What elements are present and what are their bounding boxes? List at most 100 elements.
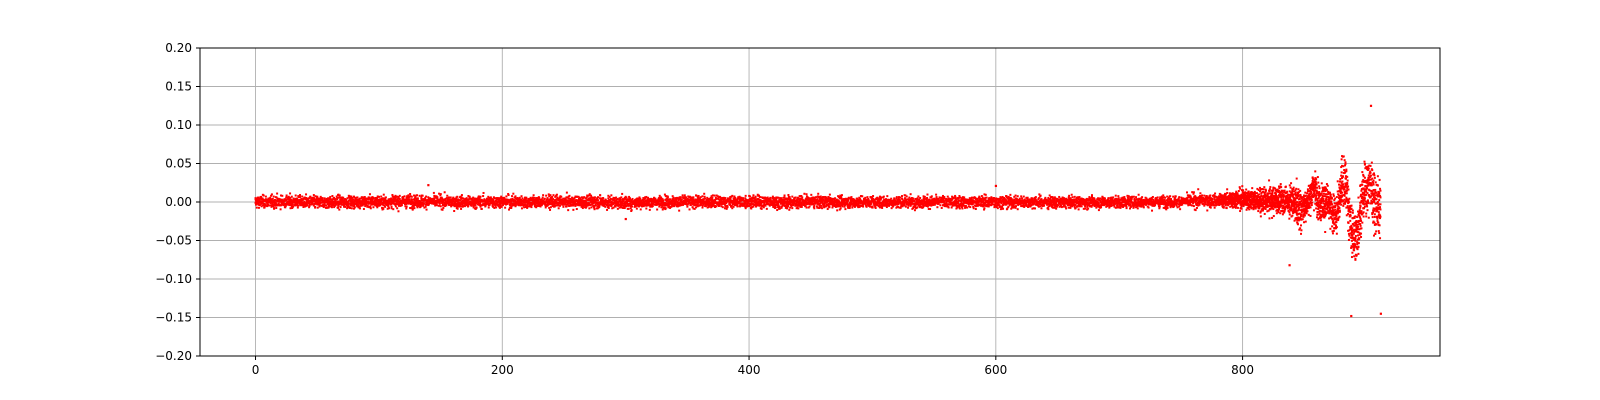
data-point bbox=[876, 204, 879, 207]
data-point bbox=[684, 203, 687, 206]
data-point bbox=[492, 199, 495, 202]
data-point bbox=[291, 203, 294, 206]
data-point bbox=[561, 201, 564, 204]
data-point bbox=[688, 195, 691, 198]
data-point bbox=[304, 205, 307, 208]
data-point bbox=[290, 205, 293, 208]
data-point bbox=[257, 206, 260, 209]
data-point bbox=[323, 203, 326, 206]
data-point bbox=[893, 197, 896, 200]
data-point bbox=[467, 194, 470, 197]
data-point bbox=[497, 200, 500, 203]
data-point bbox=[284, 206, 287, 209]
data-point bbox=[562, 203, 565, 206]
data-point bbox=[737, 196, 740, 199]
data-point bbox=[384, 196, 387, 199]
data-point bbox=[449, 203, 452, 206]
data-point bbox=[412, 198, 415, 201]
data-point bbox=[813, 204, 816, 207]
data-point bbox=[344, 205, 347, 208]
data-point bbox=[565, 205, 568, 208]
data-point bbox=[704, 197, 707, 200]
data-points bbox=[254, 104, 1382, 318]
data-point bbox=[897, 196, 900, 199]
data-point bbox=[732, 199, 735, 202]
data-point bbox=[368, 196, 371, 199]
data-point bbox=[967, 200, 970, 203]
data-point bbox=[616, 207, 619, 210]
data-point bbox=[312, 194, 315, 197]
data-point bbox=[419, 200, 422, 203]
data-point bbox=[607, 197, 610, 200]
data-point bbox=[754, 196, 757, 199]
data-point bbox=[880, 196, 883, 199]
data-point bbox=[321, 197, 324, 200]
data-point bbox=[921, 199, 924, 202]
data-point bbox=[288, 197, 291, 200]
data-point bbox=[379, 204, 382, 207]
data-point bbox=[581, 207, 584, 210]
data-point bbox=[499, 202, 502, 205]
data-point bbox=[477, 201, 480, 204]
data-point bbox=[300, 199, 303, 202]
data-point bbox=[384, 205, 387, 208]
data-point bbox=[314, 195, 317, 198]
data-point bbox=[819, 195, 822, 198]
data-point bbox=[889, 203, 892, 206]
data-point bbox=[825, 196, 828, 199]
data-point bbox=[474, 207, 477, 210]
data-point bbox=[894, 199, 897, 202]
data-point bbox=[849, 204, 852, 207]
data-point bbox=[963, 196, 966, 199]
data-point bbox=[606, 208, 609, 211]
data-point bbox=[301, 195, 304, 198]
data-point bbox=[460, 202, 463, 205]
data-point bbox=[568, 194, 571, 197]
data-point bbox=[739, 205, 742, 208]
data-point bbox=[895, 206, 898, 209]
data-point bbox=[647, 202, 650, 205]
data-point bbox=[666, 196, 669, 199]
data-point bbox=[629, 202, 632, 205]
data-point bbox=[379, 202, 382, 205]
data-point bbox=[330, 203, 333, 206]
data-point bbox=[818, 206, 821, 209]
data-point bbox=[337, 204, 340, 207]
data-point bbox=[635, 207, 638, 210]
data-point bbox=[806, 202, 809, 205]
data-point bbox=[833, 202, 836, 205]
data-point bbox=[918, 198, 921, 201]
data-point bbox=[712, 203, 715, 206]
data-point bbox=[386, 201, 389, 204]
data-point bbox=[757, 202, 760, 205]
data-point bbox=[885, 206, 888, 209]
data-point bbox=[492, 198, 495, 201]
data-point bbox=[641, 203, 644, 206]
data-point bbox=[621, 201, 624, 204]
data-point bbox=[537, 200, 540, 203]
data-point bbox=[330, 204, 333, 207]
data-point bbox=[413, 207, 416, 210]
data-point bbox=[361, 204, 364, 207]
data-point bbox=[339, 206, 342, 209]
data-point bbox=[660, 196, 663, 199]
data-point bbox=[255, 206, 258, 209]
data-point bbox=[264, 195, 267, 198]
data-point bbox=[767, 197, 770, 200]
data-point bbox=[518, 198, 521, 201]
data-point bbox=[942, 200, 945, 203]
data-point bbox=[479, 195, 482, 198]
data-point bbox=[840, 195, 843, 198]
data-point bbox=[935, 196, 938, 199]
data-point bbox=[960, 200, 963, 203]
data-point bbox=[577, 201, 580, 204]
data-point bbox=[315, 201, 318, 204]
data-point bbox=[603, 204, 606, 207]
data-point bbox=[349, 200, 352, 203]
data-point bbox=[667, 204, 670, 207]
data-point bbox=[785, 205, 788, 208]
data-point bbox=[535, 206, 538, 209]
data-point bbox=[546, 200, 549, 203]
data-point bbox=[948, 201, 951, 204]
data-point bbox=[280, 198, 283, 201]
